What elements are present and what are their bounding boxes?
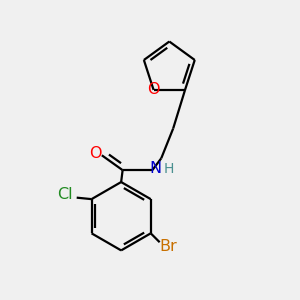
Text: O: O xyxy=(147,82,160,98)
Text: Cl: Cl xyxy=(57,187,73,202)
Text: N: N xyxy=(149,161,161,176)
Text: H: H xyxy=(164,162,174,176)
Text: O: O xyxy=(89,146,101,161)
Text: Br: Br xyxy=(159,239,177,254)
